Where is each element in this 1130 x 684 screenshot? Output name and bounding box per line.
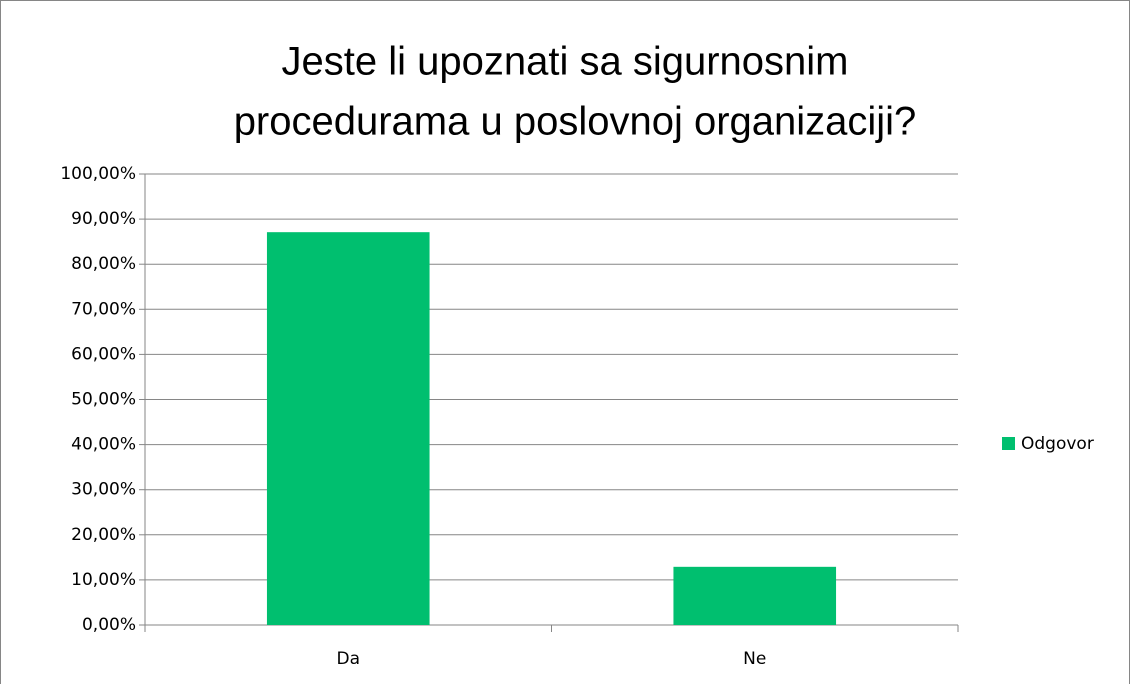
y-tick-label: 80,00% xyxy=(71,254,136,274)
bar xyxy=(266,232,430,625)
y-tick-label: 50,00% xyxy=(71,390,136,410)
y-tick-label: 20,00% xyxy=(71,525,136,545)
y-tick-label: 60,00% xyxy=(71,344,136,364)
bar xyxy=(673,566,837,625)
x-tick-label: Ne xyxy=(743,649,766,669)
y-tick-label: 40,00% xyxy=(71,435,136,455)
y-tick-label: 30,00% xyxy=(71,480,136,500)
y-tick-label: 90,00% xyxy=(71,209,136,229)
legend-label: Odgovor xyxy=(1021,434,1094,454)
x-tick-label: Da xyxy=(336,649,360,669)
y-tick-label: 10,00% xyxy=(71,570,136,590)
y-tick-label: 0,00% xyxy=(82,615,136,635)
legend-swatch xyxy=(1002,437,1015,450)
chart-title: procedurama u poslovnoj organizaciji? xyxy=(234,100,917,144)
y-tick-label: 70,00% xyxy=(71,299,136,319)
y-tick-label: 100,00% xyxy=(60,164,136,184)
chart-title: Jeste li upoznati sa sigurnosnim xyxy=(282,40,849,84)
